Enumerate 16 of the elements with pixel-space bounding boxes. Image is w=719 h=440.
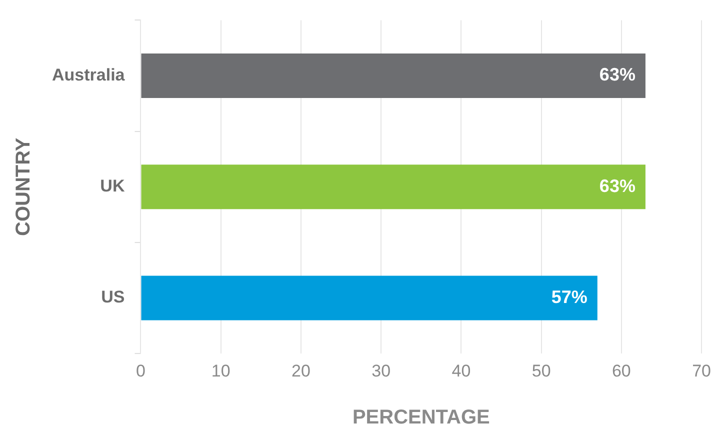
- x-tick-label: 20: [292, 361, 310, 380]
- x-tick-label: 70: [692, 361, 712, 380]
- x-axis-title: PERCENTAGE: [352, 406, 490, 429]
- y-tick-label: Australia: [52, 65, 126, 84]
- x-tick-label: 0: [136, 361, 146, 380]
- y-axis-title: COUNTRY: [12, 137, 35, 236]
- data-label: 63%: [599, 176, 636, 196]
- x-tick-label: 60: [612, 361, 631, 380]
- x-tick-label: 30: [372, 361, 391, 380]
- x-tick-label: 40: [452, 361, 471, 380]
- y-tick-label: US: [101, 288, 125, 307]
- x-tick-label: 50: [532, 361, 551, 380]
- data-label: 63%: [599, 64, 636, 85]
- data-label: 57%: [551, 287, 588, 307]
- x-tick-label: 10: [211, 361, 230, 380]
- y-tick-label: UK: [100, 176, 126, 196]
